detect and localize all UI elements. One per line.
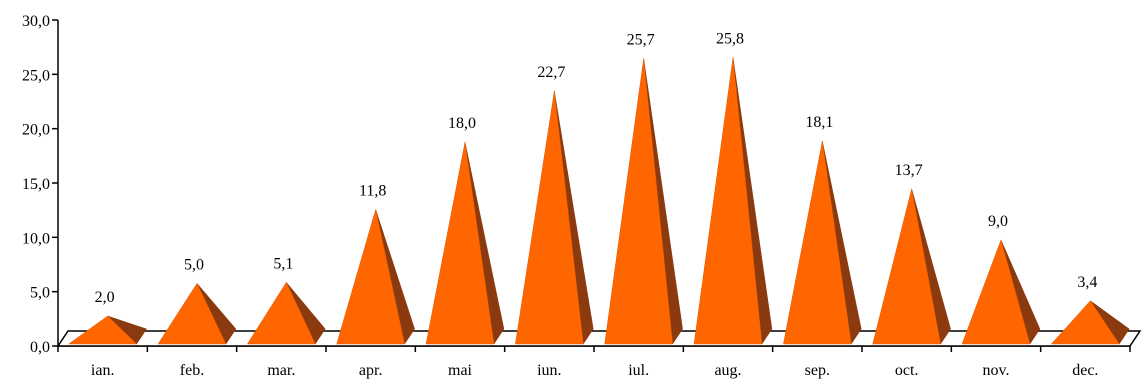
bar-pyramid <box>425 142 505 345</box>
bar-front-face <box>246 281 316 345</box>
bar-pyramid <box>961 239 1041 345</box>
bar-front-face <box>604 58 673 345</box>
y-tick-label: 0,0 <box>30 339 50 356</box>
y-tick-label: 25,0 <box>22 67 50 84</box>
bar-pyramid <box>604 58 683 345</box>
y-tick-label: 5,0 <box>30 285 50 302</box>
bar-pyramid <box>872 188 951 345</box>
data-label: 13,7 <box>895 162 923 179</box>
bar-pyramid <box>783 141 862 345</box>
x-tick-label: iul. <box>628 362 649 379</box>
data-label: 5,1 <box>273 255 293 272</box>
bar-front-face <box>961 239 1031 345</box>
x-tick-label: apr. <box>359 362 383 379</box>
x-tick-label: nov. <box>983 362 1010 379</box>
y-tick-label: 20,0 <box>22 122 50 139</box>
bar-front-face <box>1050 300 1120 345</box>
data-label: 25,8 <box>716 30 744 47</box>
x-tick-label: mai <box>448 362 473 379</box>
bar-front-face <box>157 282 227 345</box>
bar-pyramid <box>67 315 148 345</box>
bar-pyramid <box>246 281 326 345</box>
bar-pyramid <box>1050 300 1130 345</box>
bar-pyramid <box>693 57 773 345</box>
y-tick-label: 15,0 <box>22 176 50 193</box>
bar-pyramid <box>515 91 594 345</box>
bar-front-face <box>515 91 584 345</box>
x-tick-label: iun. <box>537 362 561 379</box>
y-tick-label: 10,0 <box>22 230 50 247</box>
x-tick-label: sep. <box>805 362 830 379</box>
data-label: 25,7 <box>627 31 655 48</box>
bar-front-face <box>872 188 941 345</box>
data-label: 9,0 <box>988 213 1008 230</box>
x-tick-label: ian. <box>91 362 115 379</box>
x-tick-label: aug. <box>714 362 741 379</box>
bar-front-face <box>425 142 495 345</box>
y-tick-label: 30,0 <box>22 13 50 30</box>
x-tick-label: dec. <box>1072 362 1098 379</box>
chart-floor <box>56 330 1142 347</box>
data-label: 18,1 <box>805 114 833 131</box>
data-labels: 2,0 5,0 5,1 11,8 18,0 22,7 25,7 25,8 18,1 13,7 9,0… <box>95 30 1098 306</box>
data-label: 2,0 <box>95 289 115 306</box>
data-label: 3,4 <box>1077 274 1097 291</box>
x-tick-label: oct. <box>895 362 919 379</box>
bar-pyramid <box>336 209 415 345</box>
data-label: 11,8 <box>359 183 386 200</box>
floor-plane <box>56 330 1142 347</box>
x-tick-label: feb. <box>180 362 204 379</box>
bar-front-face <box>693 57 763 345</box>
data-label: 22,7 <box>537 64 565 81</box>
bar-pyramid <box>157 282 237 345</box>
x-tick-label: mar. <box>267 362 295 379</box>
bar-front-face <box>67 315 138 345</box>
data-label: 5,0 <box>184 256 204 273</box>
data-label: 18,0 <box>448 115 476 132</box>
bar-front-face <box>336 209 405 345</box>
bar-front-face <box>783 141 852 345</box>
bars <box>67 57 1130 345</box>
